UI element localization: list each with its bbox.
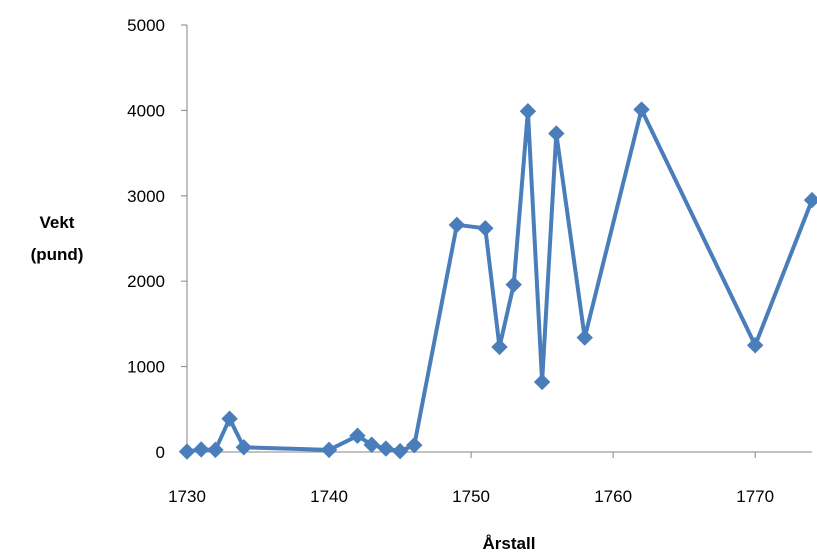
series-line <box>186 107 814 454</box>
data-point-marker <box>448 216 466 234</box>
data-point-marker <box>406 436 423 454</box>
y-tick-label: 1000 <box>127 358 165 377</box>
y-tick-label: 0 <box>156 443 165 462</box>
data-point-marker <box>519 103 537 120</box>
series-markers <box>178 101 817 460</box>
y-axis-title-line-1: Vekt <box>40 213 75 232</box>
data-point-marker <box>178 443 196 460</box>
data-point-marker <box>491 338 508 356</box>
data-point-marker <box>576 329 593 346</box>
x-tick-label: 1770 <box>736 487 774 506</box>
data-point-marker <box>320 441 338 459</box>
y-axis-title-line-2: (pund) <box>31 245 84 264</box>
data-point-marker <box>803 191 817 209</box>
data-point-marker <box>349 427 366 444</box>
x-axis: 1730 1740 1750 1760 1770 <box>168 451 812 506</box>
data-point-marker <box>548 125 565 142</box>
data-point-marker <box>363 436 380 453</box>
data-point-marker <box>207 441 224 459</box>
series-polyline <box>186 107 814 454</box>
data-point-marker <box>391 442 409 460</box>
data-point-marker <box>221 410 238 427</box>
y-axis: 0 1000 2000 3000 4000 5000 <box>127 16 188 462</box>
data-point-marker <box>746 337 764 354</box>
data-point-marker <box>633 101 650 118</box>
x-axis-title: Årstall <box>483 534 536 553</box>
y-tick-label: 4000 <box>127 101 165 120</box>
x-tick-label: 1730 <box>168 487 206 506</box>
data-point-marker <box>235 439 253 456</box>
x-tick-label: 1760 <box>594 487 632 506</box>
data-point-marker <box>533 373 551 391</box>
data-point-marker <box>192 441 210 458</box>
data-point-marker <box>377 440 395 457</box>
x-tick-label: 1740 <box>310 487 348 506</box>
data-point-marker <box>477 220 494 237</box>
data-point-marker <box>505 276 522 293</box>
y-tick-label: 3000 <box>127 187 165 206</box>
y-tick-label: 5000 <box>127 16 165 35</box>
y-tick-label: 2000 <box>127 272 165 291</box>
x-tick-label: 1750 <box>452 487 490 506</box>
